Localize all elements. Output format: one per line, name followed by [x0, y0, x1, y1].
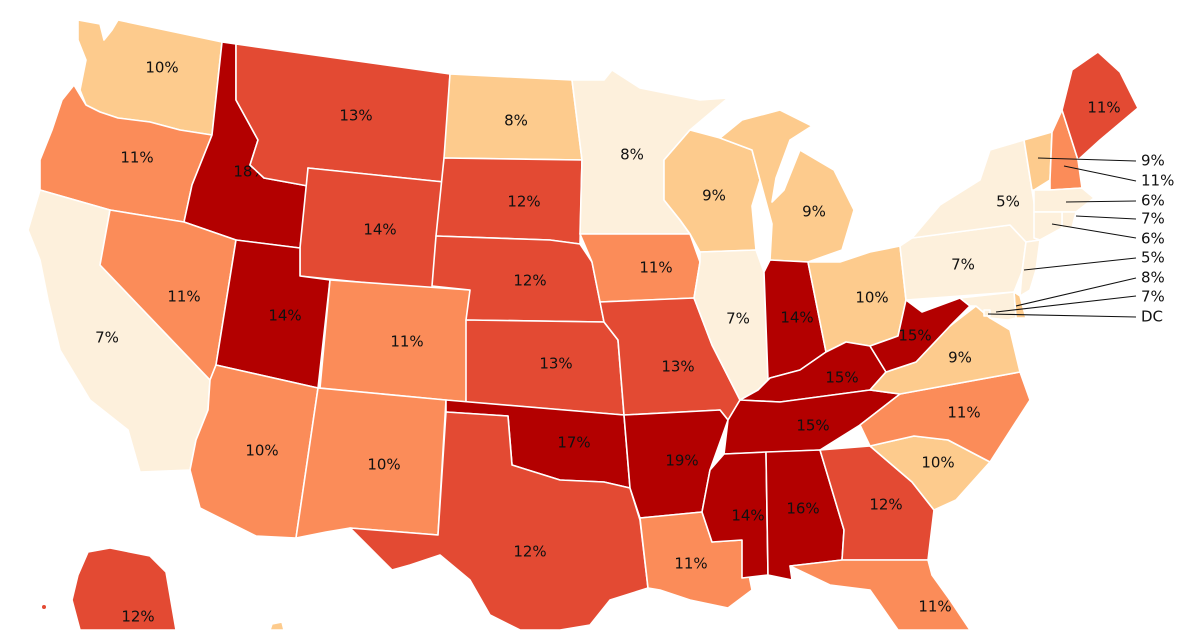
state-maryland[interactable] [959, 291, 1017, 321]
callout-label-connecticut: 6% [1141, 230, 1165, 248]
callout-label-massachusetts: 6% [1141, 192, 1165, 210]
state-label-utah: 14% [268, 307, 301, 325]
state-label-south-dakota: 12% [507, 193, 540, 211]
state-label-pennsylvania: 7% [951, 256, 975, 274]
callout-label-new-hampshire: 11% [1141, 172, 1174, 190]
alaska-island-dot [42, 605, 46, 609]
state-label-mississippi: 14% [731, 507, 764, 525]
callout-label-new-jersey: 5% [1141, 249, 1165, 267]
state-label-texas: 12% [513, 543, 546, 561]
state-label-tennessee: 15% [796, 417, 829, 435]
state-label-west-virginia: 15% [898, 327, 931, 345]
state-label-georgia: 12% [869, 496, 902, 514]
state-kentucky[interactable]: 15% [739, 341, 887, 403]
state-label-minnesota: 8% [620, 146, 644, 164]
callout-labels: 9% 11% 6% 7% 6% 5% 8% 7% DC [1141, 152, 1174, 326]
state-label-south-carolina: 10% [921, 454, 954, 472]
state-label-wisconsin: 9% [702, 187, 726, 205]
state-new-mexico[interactable]: 10% [295, 387, 447, 539]
state-wyoming[interactable]: 14% [299, 167, 445, 291]
state-florida[interactable]: 11% [789, 559, 971, 631]
state-connecticut[interactable] [1033, 211, 1063, 241]
state-label-oklahoma: 17% [557, 434, 590, 452]
state-label-wyoming: 14% [363, 221, 396, 239]
callout-label-dc: DC [1141, 308, 1163, 326]
state-new-york[interactable]: 5% [911, 139, 1041, 243]
state-kansas[interactable]: 13% [465, 319, 625, 416]
state-label-california: 7% [95, 329, 119, 347]
state-label-michigan: 9% [802, 203, 826, 221]
state-maine[interactable]: 11% [1061, 51, 1139, 161]
state-south-carolina[interactable]: 10% [869, 435, 991, 511]
callout-label-delaware: 8% [1141, 269, 1165, 287]
state-ohio[interactable]: 10% [807, 245, 907, 353]
state-label-new-york: 5% [996, 193, 1020, 211]
state-north-carolina[interactable]: 11% [859, 371, 1031, 463]
state-label-nevada: 11% [167, 288, 200, 306]
state-label-indiana: 14% [780, 309, 813, 327]
state-iowa[interactable]: 11% [579, 233, 701, 303]
state-label-missouri: 13% [661, 358, 694, 376]
callout-leaders [987, 157, 1137, 318]
state-label-colorado: 11% [390, 333, 423, 351]
state-colorado[interactable]: 11% [319, 279, 471, 403]
state-label-louisiana: 11% [674, 555, 707, 573]
callout-label-maryland: 7% [1141, 288, 1165, 306]
state-alabama[interactable]: 16% [765, 449, 845, 581]
state-label-north-dakota: 8% [504, 112, 528, 130]
callout-label-vermont: 9% [1141, 152, 1165, 170]
state-label-washington: 10% [145, 59, 178, 77]
state-label-alaska: 12% [121, 608, 154, 626]
state-label-new-mexico: 10% [367, 456, 400, 474]
state-arizona[interactable]: 10% [189, 364, 319, 539]
state-label-illinois: 7% [726, 310, 750, 328]
state-label-virginia: 9% [948, 349, 972, 367]
state-label-arkansas: 19% [665, 452, 698, 470]
callout-label-rhode-island: 7% [1141, 210, 1165, 228]
state-alaska[interactable]: 12% [71, 547, 177, 631]
state-label-alabama: 16% [786, 500, 819, 518]
state-vermont[interactable] [1023, 131, 1053, 191]
state-south-dakota[interactable]: 12% [435, 157, 583, 245]
state-district-of-columbia[interactable] [983, 309, 991, 317]
state-label-kansas: 13% [539, 355, 572, 373]
state-label-maine: 11% [1087, 99, 1120, 117]
state-new-jersey[interactable] [1019, 239, 1041, 297]
state-label-kentucky: 15% [825, 369, 858, 387]
state-label-iowa: 11% [639, 259, 672, 277]
state-north-dakota[interactable]: 8% [443, 73, 583, 161]
state-label-north-carolina: 11% [947, 404, 980, 422]
state-label-florida: 11% [918, 598, 951, 616]
state-label-montana: 13% [339, 107, 372, 125]
state-michigan[interactable]: 9% [719, 109, 855, 263]
state-label-arizona: 10% [245, 442, 278, 460]
state-wisconsin[interactable]: 9% [663, 129, 761, 253]
state-massachusetts[interactable] [1033, 187, 1095, 213]
state-montana[interactable]: 13% [235, 43, 451, 187]
state-label-ohio: 10% [855, 289, 888, 307]
state-label-oregon: 11% [120, 149, 153, 167]
state-label-nebraska: 12% [513, 272, 546, 290]
